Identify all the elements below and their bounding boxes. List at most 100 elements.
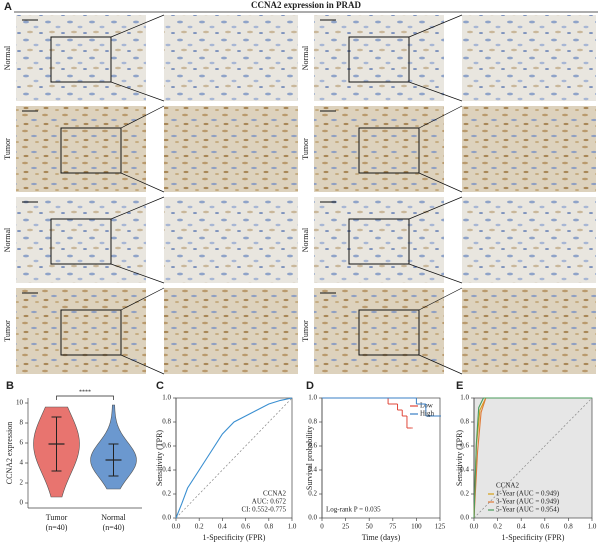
x-tick-label: 0 (320, 523, 324, 531)
x-axis-label: Time (days) (362, 533, 401, 542)
inset-connector (418, 354, 463, 375)
panel-label: B (6, 380, 14, 392)
x-axis-label: 1-Specificity (FPR) (203, 533, 266, 542)
inset-connector (408, 14, 463, 38)
x-tick-label: 0.6 (241, 523, 250, 531)
micrograph (314, 15, 444, 101)
row-label: Normal (3, 227, 12, 252)
y-tick-label: 10 (16, 399, 24, 407)
y-tick-label: 1.0 (308, 394, 317, 402)
inset-connector (110, 14, 165, 38)
inset-box (50, 36, 112, 83)
x-tick-label: 0.4 (218, 523, 227, 531)
inset-box (60, 309, 122, 356)
legend-text: CCNA2 (496, 482, 519, 490)
panel-label: D (306, 380, 314, 392)
x-tick-label: 50 (366, 523, 374, 531)
x-tick-label: 0.0 (470, 523, 479, 531)
y-tick-label: 0.2 (162, 490, 171, 498)
inset-connector (408, 81, 463, 102)
y-tick-label: 0.0 (162, 514, 171, 522)
y-tick-label: 1.0 (162, 394, 171, 402)
x-tick-label: 0.2 (493, 523, 502, 531)
x-tick-label: Tumor (46, 513, 68, 522)
row-label: Tumor (301, 138, 310, 160)
micrograph-zoom (462, 288, 596, 374)
inset-connector (418, 172, 463, 193)
roc-curve (175, 397, 293, 519)
legend-text: Low (420, 402, 434, 410)
legend-text: AUC: 0.672 (252, 498, 287, 506)
inset-connector (110, 81, 165, 102)
micrograph-zoom (164, 197, 298, 283)
x-axis-label: 1-Specificity (FPR) (502, 533, 565, 542)
x-tick-sublabel: (n=40) (46, 523, 68, 532)
inset-box (358, 309, 420, 356)
x-tick-label: 125 (435, 523, 446, 531)
y-tick-label: 0.8 (460, 418, 469, 426)
inset-box (358, 127, 420, 174)
inset-connector (120, 287, 165, 311)
y-tick-label: 0.8 (308, 418, 317, 426)
y-tick-label: 0.0 (308, 514, 317, 522)
x-tick-label: 0.8 (564, 523, 573, 531)
inset-connector (408, 263, 463, 284)
y-tick-label: 0.8 (162, 418, 171, 426)
inset-box (348, 36, 410, 83)
micrograph-zoom (462, 15, 596, 101)
inset-connector (110, 196, 165, 220)
y-tick-label: 8 (20, 419, 24, 427)
micrograph-zoom (462, 197, 596, 283)
inset-connector (418, 287, 463, 311)
x-tick-label: 0.6 (540, 523, 549, 531)
micrograph-zoom (462, 106, 596, 192)
y-tick-label: 2 (20, 479, 24, 487)
micrograph (16, 197, 146, 283)
row-label: Normal (301, 227, 310, 252)
y-tick-label: 0.2 (308, 490, 317, 498)
x-tick-label: 0.0 (172, 523, 181, 531)
y-tick-label: 1.0 (460, 394, 469, 402)
y-tick-label: 0.0 (460, 514, 469, 522)
y-tick-label: 0 (20, 499, 24, 507)
micrograph-zoom (164, 288, 298, 374)
inset-connector (408, 196, 463, 220)
inset-box (348, 218, 410, 265)
row-label: Normal (301, 45, 310, 70)
x-tick-label: 0.8 (264, 523, 273, 531)
micrograph (16, 15, 146, 101)
y-tick-label: 0.4 (162, 466, 171, 474)
y-tick-label: 4 (20, 459, 24, 467)
x-tick-label: 100 (411, 523, 422, 531)
inset-connector (120, 105, 165, 129)
significance-bracket (56, 395, 114, 400)
x-tick-label: Normal (101, 513, 126, 522)
y-tick-label: 0.4 (308, 466, 317, 474)
micrograph (314, 288, 444, 374)
y-axis-label: CCNA2 expression (5, 422, 14, 484)
inset-box (60, 127, 122, 174)
row-label: Normal (3, 45, 12, 70)
micrograph (16, 288, 146, 374)
legend-text: 1-Year (AUC = 0.949) (496, 490, 560, 498)
y-axis-label: Survival probability (305, 426, 314, 490)
x-tick-label: 0.2 (195, 523, 204, 531)
y-axis-label: Sensitivity (TPR) (155, 430, 164, 487)
micrograph-zoom (164, 15, 298, 101)
y-tick-label: 0.2 (460, 490, 469, 498)
inset-connector (120, 354, 165, 375)
y-tick-label: 0.6 (460, 442, 469, 450)
micrographs: Normal Tumor Normal Tumor Normal Tumor Normal T… (3, 14, 596, 375)
row-label: Tumor (3, 320, 12, 342)
micrograph (16, 106, 146, 192)
legend-text: High (420, 410, 435, 418)
panel-title: CCNA2 expression in PRAD (251, 0, 362, 10)
micrograph-zoom (164, 106, 298, 192)
x-tick-label: 75 (389, 523, 397, 531)
y-axis-label: Sensitivity (TPR) (455, 430, 464, 487)
x-tick-label: 0.4 (517, 523, 526, 531)
roc-curve (473, 397, 592, 519)
legend-text: CCNA2 (263, 490, 286, 498)
inset-box (50, 218, 112, 265)
